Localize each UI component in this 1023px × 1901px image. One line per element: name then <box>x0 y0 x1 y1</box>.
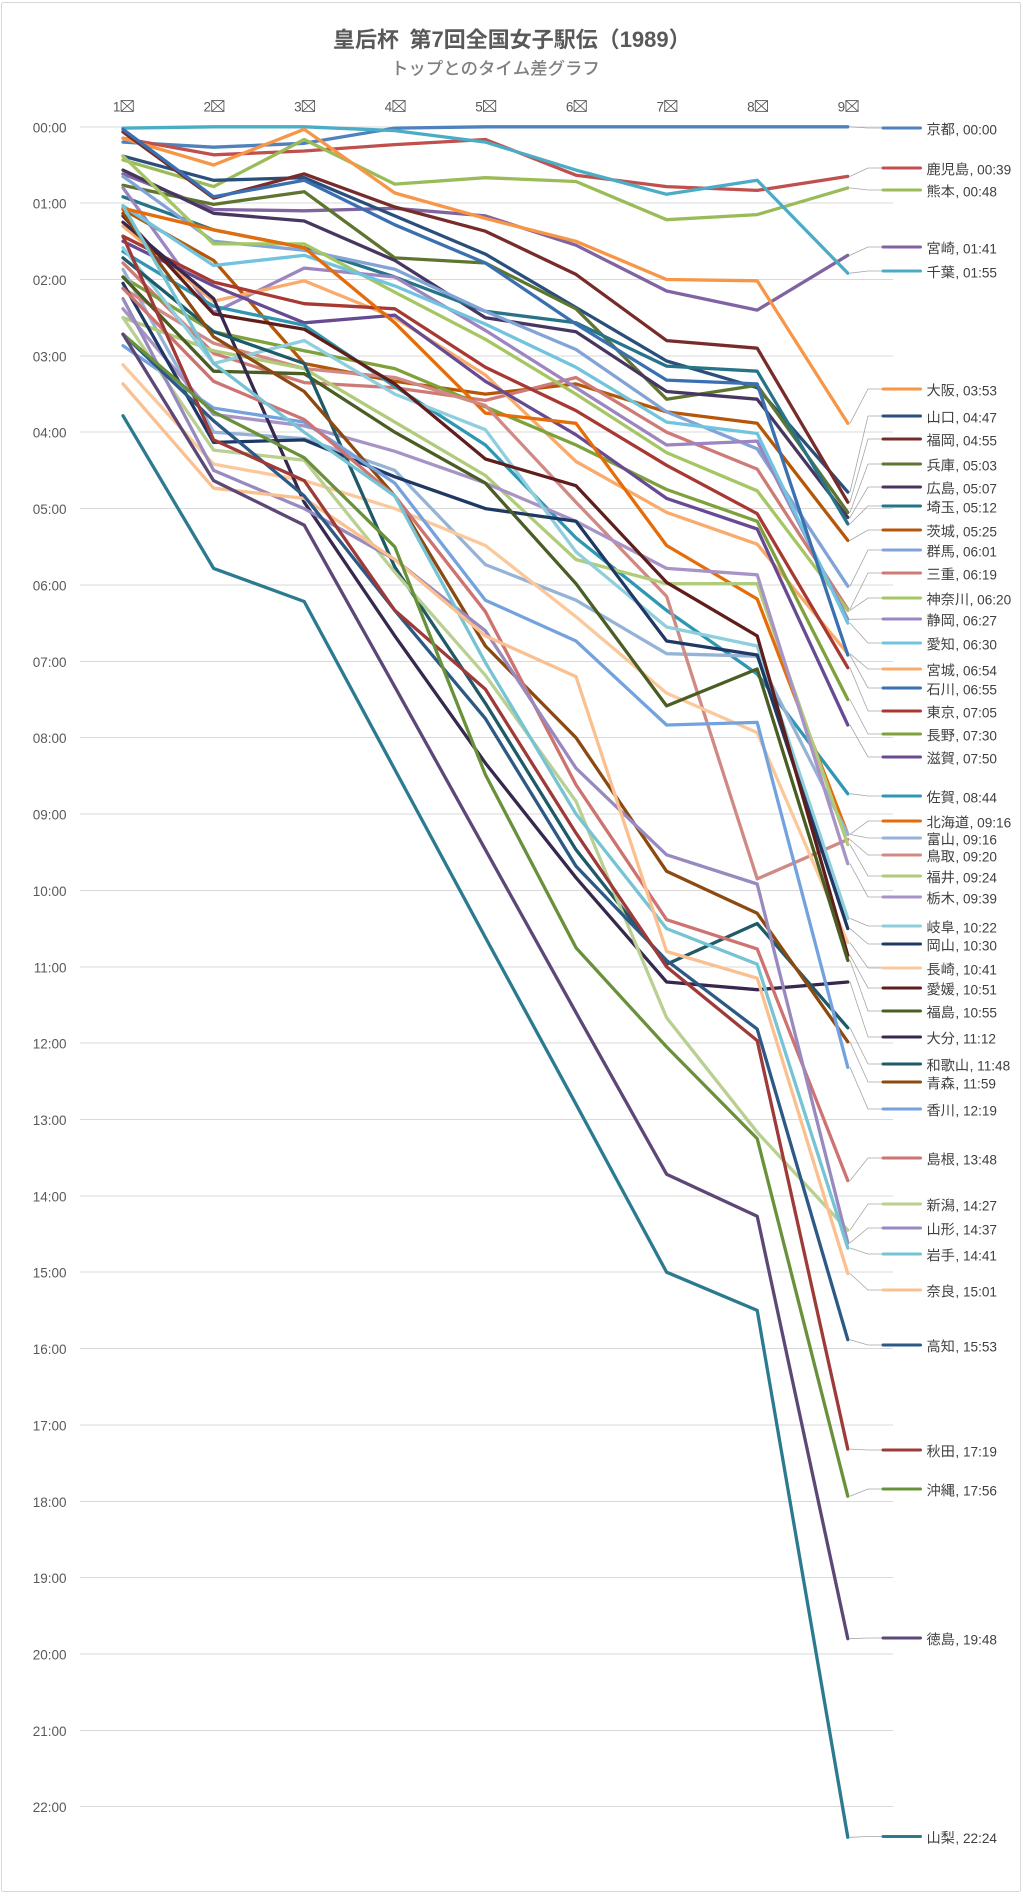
svg-text:22:00: 22:00 <box>33 1800 67 1815</box>
svg-text:, 04:55: , 04:55 <box>955 433 997 448</box>
svg-text:, 01:55: , 01:55 <box>955 265 997 280</box>
svg-text:7: 7 <box>432 27 444 52</box>
svg-text:, 11:12: , 11:12 <box>955 1031 996 1046</box>
svg-text:, 14:37: , 14:37 <box>955 1222 997 1237</box>
svg-text:, 12:19: , 12:19 <box>955 1103 997 1118</box>
svg-text:, 06:30: , 06:30 <box>955 637 997 652</box>
svg-text:05:00: 05:00 <box>33 502 67 517</box>
svg-text:19:00: 19:00 <box>33 1571 67 1586</box>
svg-text:, 19:48: , 19:48 <box>955 1632 997 1647</box>
svg-text:, 05:25: , 05:25 <box>955 524 997 539</box>
svg-text:00:00: 00:00 <box>33 120 67 135</box>
svg-text:, 07:30: , 07:30 <box>955 728 997 743</box>
svg-text:6: 6 <box>566 99 574 114</box>
svg-text:16:00: 16:00 <box>33 1342 67 1357</box>
svg-text:, 17:56: , 17:56 <box>955 1483 997 1498</box>
svg-text:9: 9 <box>838 99 846 114</box>
svg-text:, 15:53: , 15:53 <box>955 1339 997 1354</box>
svg-text:, 14:41: , 14:41 <box>955 1248 997 1263</box>
svg-text:, 10:22: , 10:22 <box>955 920 997 935</box>
svg-text:4: 4 <box>385 99 393 114</box>
svg-text:, 10:30: , 10:30 <box>955 938 997 953</box>
svg-text:21:00: 21:00 <box>33 1724 67 1739</box>
svg-text:02:00: 02:00 <box>33 273 67 288</box>
svg-text:20:00: 20:00 <box>33 1648 67 1663</box>
svg-text:, 05:07: , 05:07 <box>955 481 997 496</box>
svg-text:, 07:50: , 07:50 <box>955 751 997 766</box>
svg-text:, 17:19: , 17:19 <box>955 1444 997 1459</box>
svg-text:, 06:20: , 06:20 <box>970 592 1012 607</box>
svg-text:7: 7 <box>656 99 664 114</box>
svg-text:, 09:39: , 09:39 <box>955 891 997 906</box>
svg-text:07:00: 07:00 <box>33 655 67 670</box>
svg-text:, 11:48: , 11:48 <box>970 1058 1011 1073</box>
svg-text:, 09:16: , 09:16 <box>970 815 1012 830</box>
svg-text:15:00: 15:00 <box>33 1266 67 1281</box>
svg-text:, 13:48: , 13:48 <box>955 1152 997 1167</box>
svg-text:8: 8 <box>747 99 755 114</box>
svg-text:, 09:16: , 09:16 <box>955 832 997 847</box>
svg-text:14:00: 14:00 <box>33 1189 67 1204</box>
svg-text:2: 2 <box>203 99 211 114</box>
svg-text:, 06:01: , 06:01 <box>955 544 997 559</box>
svg-text:, 22:24: , 22:24 <box>955 1831 997 1846</box>
svg-text:13:00: 13:00 <box>33 1113 67 1128</box>
svg-text:04:00: 04:00 <box>33 426 67 441</box>
svg-text:, 10:41: , 10:41 <box>955 962 997 977</box>
svg-text:5: 5 <box>475 99 483 114</box>
svg-text:10:00: 10:00 <box>33 884 67 899</box>
svg-text:, 08:44: , 08:44 <box>955 790 997 805</box>
svg-text:, 14:27: , 14:27 <box>955 1198 997 1213</box>
svg-text:01:00: 01:00 <box>33 197 67 212</box>
svg-text:, 15:01: , 15:01 <box>955 1284 997 1299</box>
svg-text:, 06:27: , 06:27 <box>955 613 997 628</box>
svg-text:1: 1 <box>113 99 121 114</box>
svg-text:, 06:54: , 06:54 <box>955 663 997 678</box>
svg-text:09:00: 09:00 <box>33 808 67 823</box>
svg-text:06:00: 06:00 <box>33 579 67 594</box>
svg-text:, 06:19: , 06:19 <box>955 567 997 582</box>
svg-text:12:00: 12:00 <box>33 1037 67 1052</box>
svg-text:, 05:12: , 05:12 <box>955 500 997 515</box>
svg-text:3: 3 <box>294 99 302 114</box>
svg-text:03:00: 03:00 <box>33 349 67 364</box>
svg-text:17:00: 17:00 <box>33 1418 67 1433</box>
svg-text:, 00:00: , 00:00 <box>955 122 997 137</box>
svg-text:, 07:05: , 07:05 <box>955 705 997 720</box>
svg-text:, 10:51: , 10:51 <box>955 982 997 997</box>
svg-text:18:00: 18:00 <box>33 1495 67 1510</box>
svg-text:11:00: 11:00 <box>34 960 67 975</box>
svg-text:, 10:55: , 10:55 <box>955 1005 997 1020</box>
svg-text:, 04:47: , 04:47 <box>955 410 997 425</box>
svg-text:, 03:53: , 03:53 <box>955 383 997 398</box>
svg-text:, 09:24: , 09:24 <box>955 870 997 885</box>
svg-text:, 09:20: , 09:20 <box>955 849 997 864</box>
svg-text:, 00:48: , 00:48 <box>955 184 997 199</box>
svg-text:, 06:55: , 06:55 <box>955 682 997 697</box>
svg-text:, 05:03: , 05:03 <box>955 458 997 473</box>
svg-text:, 00:39: , 00:39 <box>970 162 1012 177</box>
svg-text:, 01:41: , 01:41 <box>955 241 997 256</box>
svg-text:, 11:59: , 11:59 <box>955 1076 996 1091</box>
svg-text:08:00: 08:00 <box>33 731 67 746</box>
svg-text:1989: 1989 <box>620 27 669 52</box>
